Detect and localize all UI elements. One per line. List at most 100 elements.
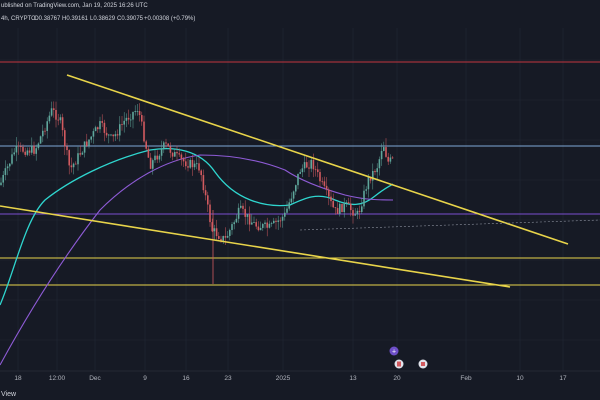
candle-body	[215, 228, 218, 237]
candle-body	[77, 153, 79, 165]
time-tick-label: Feb	[460, 375, 472, 382]
candle-body	[383, 147, 385, 151]
candle-body	[268, 223, 271, 228]
candle-body	[336, 208, 339, 214]
candle-body	[64, 130, 66, 147]
candle-body	[42, 130, 44, 137]
candle-body	[169, 146, 172, 153]
candle-body	[233, 222, 235, 225]
candle-body	[15, 145, 18, 153]
candle-body	[343, 202, 345, 213]
candle-body	[279, 220, 282, 222]
candle-body	[385, 147, 387, 157]
candle-body	[39, 136, 42, 144]
candle-body	[266, 222, 268, 228]
ohlc-open: O0.38767	[34, 16, 61, 22]
candle-body	[317, 169, 319, 173]
candle-body	[323, 181, 326, 186]
event-marker-plus-icon[interactable]: +	[389, 346, 399, 356]
candle-body	[288, 202, 290, 209]
candle-body	[273, 220, 275, 224]
candle-body	[81, 152, 84, 155]
time-tick-label: 10	[516, 375, 524, 382]
candle-body	[253, 222, 255, 223]
candle-body	[167, 143, 169, 147]
time-tick-label: 13	[349, 375, 357, 382]
candle-body	[314, 169, 317, 171]
candle-body	[361, 206, 363, 212]
time-tick-label: 2025	[276, 375, 291, 382]
candle-body	[387, 156, 389, 162]
candle-body	[59, 117, 62, 121]
ohlc-close: C0.39075	[117, 16, 144, 22]
candle-body	[204, 190, 207, 196]
candle-body	[259, 227, 262, 231]
candle-body	[86, 141, 88, 146]
candle-body	[235, 218, 238, 223]
candle-body	[391, 157, 394, 159]
candle-body	[9, 163, 11, 167]
candle-body	[220, 238, 222, 241]
candle-body	[200, 170, 202, 176]
candle-body	[341, 203, 343, 213]
descending-support-trendline[interactable]	[0, 205, 511, 288]
candle-body	[297, 173, 299, 186]
candle-body	[306, 162, 308, 168]
candle-body	[90, 136, 92, 140]
candle-body	[211, 222, 213, 232]
time-tick-label: Dec	[89, 375, 101, 382]
candle-body	[286, 208, 288, 213]
candle-body	[31, 145, 33, 153]
candle-body	[2, 174, 4, 183]
candle-body	[48, 115, 51, 122]
candle-body	[178, 153, 180, 155]
candle-body	[308, 167, 310, 169]
candle-body	[246, 214, 249, 217]
candle-body	[284, 212, 286, 217]
candle-body	[182, 159, 185, 162]
candle-body	[303, 162, 306, 169]
candle-body	[94, 127, 97, 132]
candle-body	[321, 181, 323, 183]
candle-body	[121, 124, 123, 126]
event-marker-news-icon[interactable]	[394, 359, 404, 369]
event-marker-calendar-icon[interactable]	[418, 359, 428, 369]
candle-body	[35, 148, 37, 154]
candle-body	[248, 214, 251, 225]
candle-body	[125, 117, 128, 121]
candle-body	[277, 220, 279, 222]
candle-body	[363, 190, 365, 207]
candle-body	[101, 121, 103, 123]
candle-body	[187, 166, 189, 168]
candle-body	[347, 202, 350, 204]
tradingview-brand: View	[1, 391, 17, 398]
descending-resistance-trendline[interactable]	[66, 74, 569, 245]
candle-body	[20, 146, 22, 148]
candle-body	[171, 152, 174, 157]
candle-body	[66, 146, 68, 151]
candle-body	[50, 108, 53, 116]
candle-body	[92, 131, 95, 137]
candle-body	[319, 172, 321, 182]
candle-body	[270, 223, 273, 224]
ohlc-low: L0.38629	[90, 16, 116, 22]
candle-body	[222, 236, 224, 241]
slow-moving-average-line[interactable]	[0, 154, 394, 366]
candle-body	[325, 185, 328, 190]
candle-body	[53, 108, 55, 110]
candle-body	[339, 203, 341, 214]
candle-body	[376, 168, 378, 173]
candle-body	[112, 134, 114, 137]
candle-body	[354, 214, 356, 216]
candle-body	[24, 151, 26, 155]
time-tick-label: 17	[559, 375, 567, 382]
candle-body	[350, 203, 352, 211]
candle-body	[132, 112, 134, 120]
candle-body	[0, 182, 2, 185]
time-tick-label: 18	[14, 375, 22, 382]
candle-body	[160, 148, 163, 156]
candle-body	[127, 117, 130, 120]
candle-body	[334, 207, 337, 209]
